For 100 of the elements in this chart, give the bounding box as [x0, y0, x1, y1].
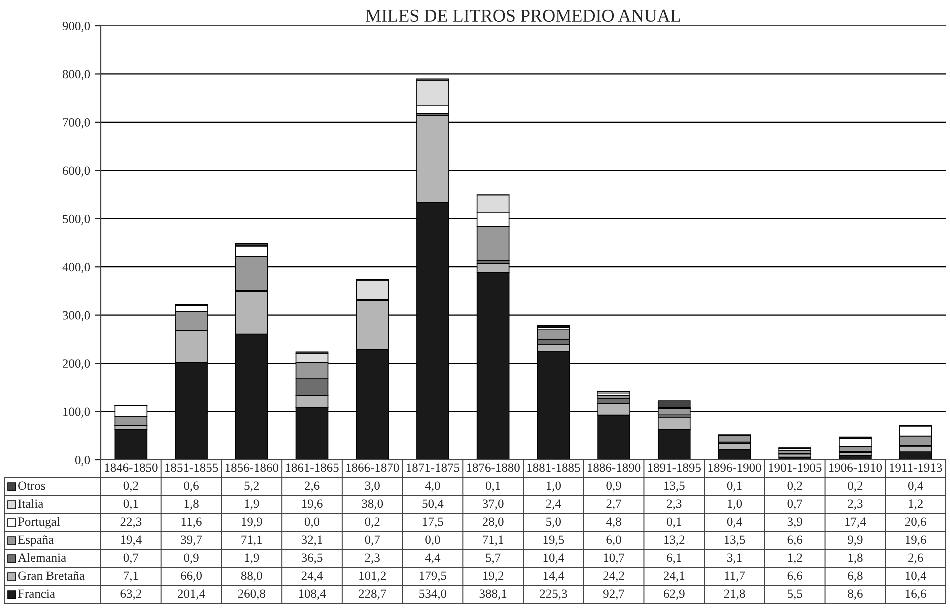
data-label: 0,2 [365, 518, 380, 528]
chart-title: MILES DE LITROS PROMEDIO ANUAL [366, 10, 680, 22]
data-label: 14,4 [544, 572, 564, 582]
data-label: 10,4 [544, 554, 564, 564]
data-label: 13,2 [664, 536, 685, 546]
data-label: 21,8 [724, 590, 746, 600]
legend-label: España [18, 536, 54, 547]
data-label: 11,7 [725, 572, 746, 582]
data-label: 7,1 [124, 572, 138, 582]
x-tick-label: 1881-1885 [528, 464, 580, 472]
data-label: 1,8 [848, 554, 863, 564]
data-label: 2,6 [908, 554, 924, 564]
data-label: 36,5 [302, 554, 323, 564]
data-label: 4,0 [425, 482, 440, 492]
data-label: 0,9 [606, 482, 622, 492]
data-label: 0,4 [908, 482, 924, 492]
y-tick-label: 900,0 [62, 22, 90, 32]
data-label: 201,4 [178, 590, 206, 600]
data-label: 1,2 [909, 500, 923, 510]
data-label: 4,4 [425, 554, 441, 564]
data-label: 3,9 [788, 518, 802, 528]
data-label: 88,0 [241, 572, 262, 582]
data-label: 0,0 [304, 518, 320, 528]
x-tick-label: 1871-1875 [406, 464, 460, 472]
data-label: 0,7 [788, 500, 803, 510]
data-label: 2,6 [304, 482, 320, 492]
data-label: 108,4 [299, 590, 326, 600]
x-tick-label: 1911-1913 [890, 464, 942, 472]
data-label: 1,9 [245, 500, 260, 510]
data-label: 0,1 [486, 482, 500, 492]
data-label: 63,2 [120, 590, 142, 600]
x-tick-label: 1876-1880 [467, 464, 520, 472]
data-label: 39,7 [181, 536, 202, 546]
y-tick-label: 500,0 [63, 214, 90, 226]
data-label: 6,1 [667, 554, 682, 564]
x-tick-label: 1896-1900 [708, 464, 762, 472]
data-label: 1,2 [788, 554, 802, 564]
y-tick-label: 200,0 [63, 360, 90, 370]
x-tick-label: 1886-1890 [588, 464, 641, 472]
data-label: 0,6 [184, 482, 199, 492]
data-label: 5,7 [486, 554, 501, 564]
data-label: 2,3 [365, 554, 380, 564]
data-label: 16,6 [906, 590, 926, 600]
data-label: 0,2 [848, 482, 863, 492]
data-label: 0,9 [184, 554, 199, 564]
data-label: 225,3 [540, 590, 568, 600]
x-tick-label: 1906-1910 [829, 464, 882, 472]
legend-label: Italia [18, 499, 44, 508]
y-tick-label: 700,0 [63, 118, 90, 129]
y-tick-label: 0,0 [75, 456, 90, 466]
data-label: 13,5 [724, 536, 746, 546]
data-label: 0,1 [727, 482, 742, 492]
x-tick-label: 1856-1860 [226, 464, 278, 472]
legend-label: Gran Bretaña [18, 572, 85, 580]
data-label: 17,5 [423, 518, 444, 528]
data-label: 179,5 [420, 572, 447, 582]
data-label: 101,2 [360, 572, 386, 582]
data-label: 8,6 [848, 590, 863, 600]
data-label: 13,5 [664, 482, 685, 492]
x-tick-label: 1851-1855 [166, 464, 218, 472]
data-label: 24,4 [302, 572, 323, 582]
data-label: 92,7 [604, 590, 625, 600]
data-label: 0,2 [124, 482, 138, 492]
data-label: 32,1 [302, 536, 322, 546]
data-label: 6,8 [848, 572, 863, 582]
data-label: 19,6 [302, 500, 323, 510]
data-label: 24,2 [604, 572, 624, 582]
x-tick-label: 1861-1865 [286, 464, 339, 472]
data-label: 388,1 [480, 590, 507, 600]
data-label: 38,0 [362, 500, 384, 510]
data-label: 0,1 [124, 500, 138, 510]
data-label: 1,9 [245, 554, 260, 564]
legend-label: Francia [18, 590, 56, 598]
x-tick-label: 1846-1850 [105, 464, 158, 472]
data-label: 71,1 [242, 536, 262, 546]
data-label: 22,3 [120, 518, 142, 528]
data-label: 3,0 [365, 482, 380, 492]
data-label: 2,4 [546, 500, 562, 510]
legend-label: Alemania [18, 553, 66, 562]
data-label: 19,9 [242, 518, 262, 528]
data-label: 5,0 [546, 518, 562, 528]
data-label: 1,0 [728, 500, 742, 510]
data-label: 9,9 [848, 536, 863, 546]
data-label: 19,5 [544, 536, 564, 546]
data-label: 24,1 [664, 572, 685, 582]
legend-label: Portugal [18, 517, 60, 529]
data-label: 50,4 [422, 500, 444, 510]
data-label: 62,9 [664, 590, 685, 600]
data-label: 0,0 [426, 536, 440, 546]
y-tick-label: 100,0 [64, 408, 90, 418]
data-label: 17,4 [846, 518, 866, 528]
data-label: 0,7 [365, 536, 380, 546]
x-tick-label: 1901-1905 [769, 464, 822, 472]
data-label: 20,6 [905, 518, 926, 528]
data-label: 19,2 [483, 572, 504, 582]
data-label: 3,1 [728, 554, 742, 564]
y-tick-label: 800,0 [62, 70, 90, 80]
data-label: 1,8 [184, 500, 199, 510]
legend-label: Otros [18, 482, 46, 490]
data-label: 2,3 [848, 500, 863, 510]
